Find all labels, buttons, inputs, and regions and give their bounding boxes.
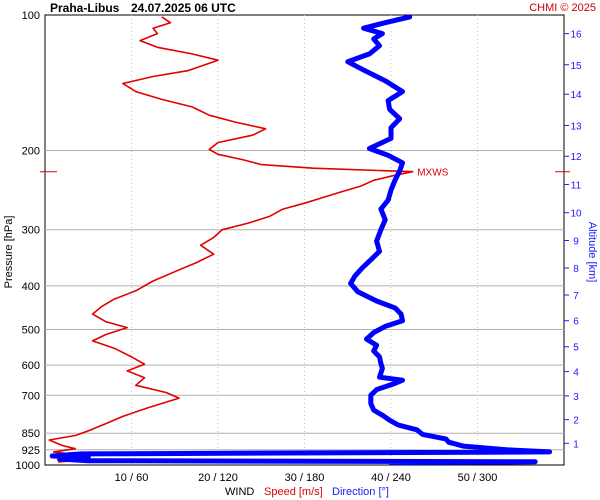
- pressure-tick-label: 200: [22, 145, 40, 157]
- wind-tick-label: 20 / 120: [198, 472, 238, 484]
- pressure-tick-label: 700: [22, 390, 40, 402]
- wind-ticks: 10 / 60 20 / 120 30 / 180 40 / 240 50 / 300: [115, 472, 498, 484]
- speed-axis-label: Speed [m/s]: [264, 486, 323, 498]
- altitude-tick-label: 6: [573, 317, 579, 328]
- sounding-datetime: 24.07.2025 06 UTC: [131, 1, 236, 15]
- pressure-axis-label: Pressure [hPa]: [3, 216, 15, 289]
- wind-tick-label: 10 / 60: [115, 472, 149, 484]
- altitude-tick-label: 14: [570, 90, 582, 101]
- pressure-ticks: 100 200 300 400 500 600 700 850 925 1000: [16, 10, 40, 472]
- pressure-tick-label: 300: [22, 225, 40, 237]
- altitude-tick-label: 15: [570, 61, 582, 72]
- pressure-tick-label: 600: [22, 360, 40, 372]
- altitude-tick-label: 7: [573, 291, 579, 302]
- altitude-tick-label: 2: [573, 416, 579, 427]
- pressure-tick-label: 925: [22, 445, 40, 457]
- altitude-tick-label: 10: [570, 209, 582, 220]
- pressure-tick-label: 400: [22, 281, 40, 293]
- altitude-tick-label: 4: [573, 368, 579, 379]
- direction-axis-label: Direction [°]: [332, 486, 389, 498]
- altitude-tick-label: 16: [570, 30, 582, 41]
- max-wind-label: MXWS: [417, 168, 448, 179]
- station-name: Praha-Libus: [50, 1, 120, 15]
- direction-series-line: [49, 14, 553, 466]
- altitude-tick-label: 1: [573, 439, 579, 450]
- pressure-tick-label: 1000: [16, 460, 40, 472]
- wind-tick-label: 40 / 240: [371, 472, 411, 484]
- altitude-tick-label: 13: [570, 121, 582, 132]
- altitude-axis-label: Altitude [km]: [586, 222, 598, 283]
- altitude-tick-label: 9: [573, 236, 579, 247]
- speed-series-line: [48, 16, 414, 463]
- altitude-tick-label: 11: [571, 180, 582, 191]
- wind-tick-label: 50 / 300: [458, 472, 498, 484]
- series-lines: [48, 14, 553, 466]
- altitude-tick-label: 3: [573, 392, 579, 403]
- wind-tick-label: 30 / 180: [285, 472, 325, 484]
- altitude-tick-label: 12: [570, 152, 582, 163]
- gridlines: [45, 15, 564, 465]
- pressure-tick-label: 100: [22, 10, 40, 22]
- wind-axis-label: WIND: [225, 486, 254, 498]
- pressure-tick-label: 850: [22, 428, 40, 440]
- pressure-tick-label: 500: [22, 325, 40, 337]
- altitude-tick-label: 8: [573, 264, 579, 275]
- altitude-tick-label: 5: [573, 343, 579, 354]
- max-wind-marker: MXWS: [40, 168, 570, 179]
- credit-label: CHMI © 2025: [529, 2, 596, 14]
